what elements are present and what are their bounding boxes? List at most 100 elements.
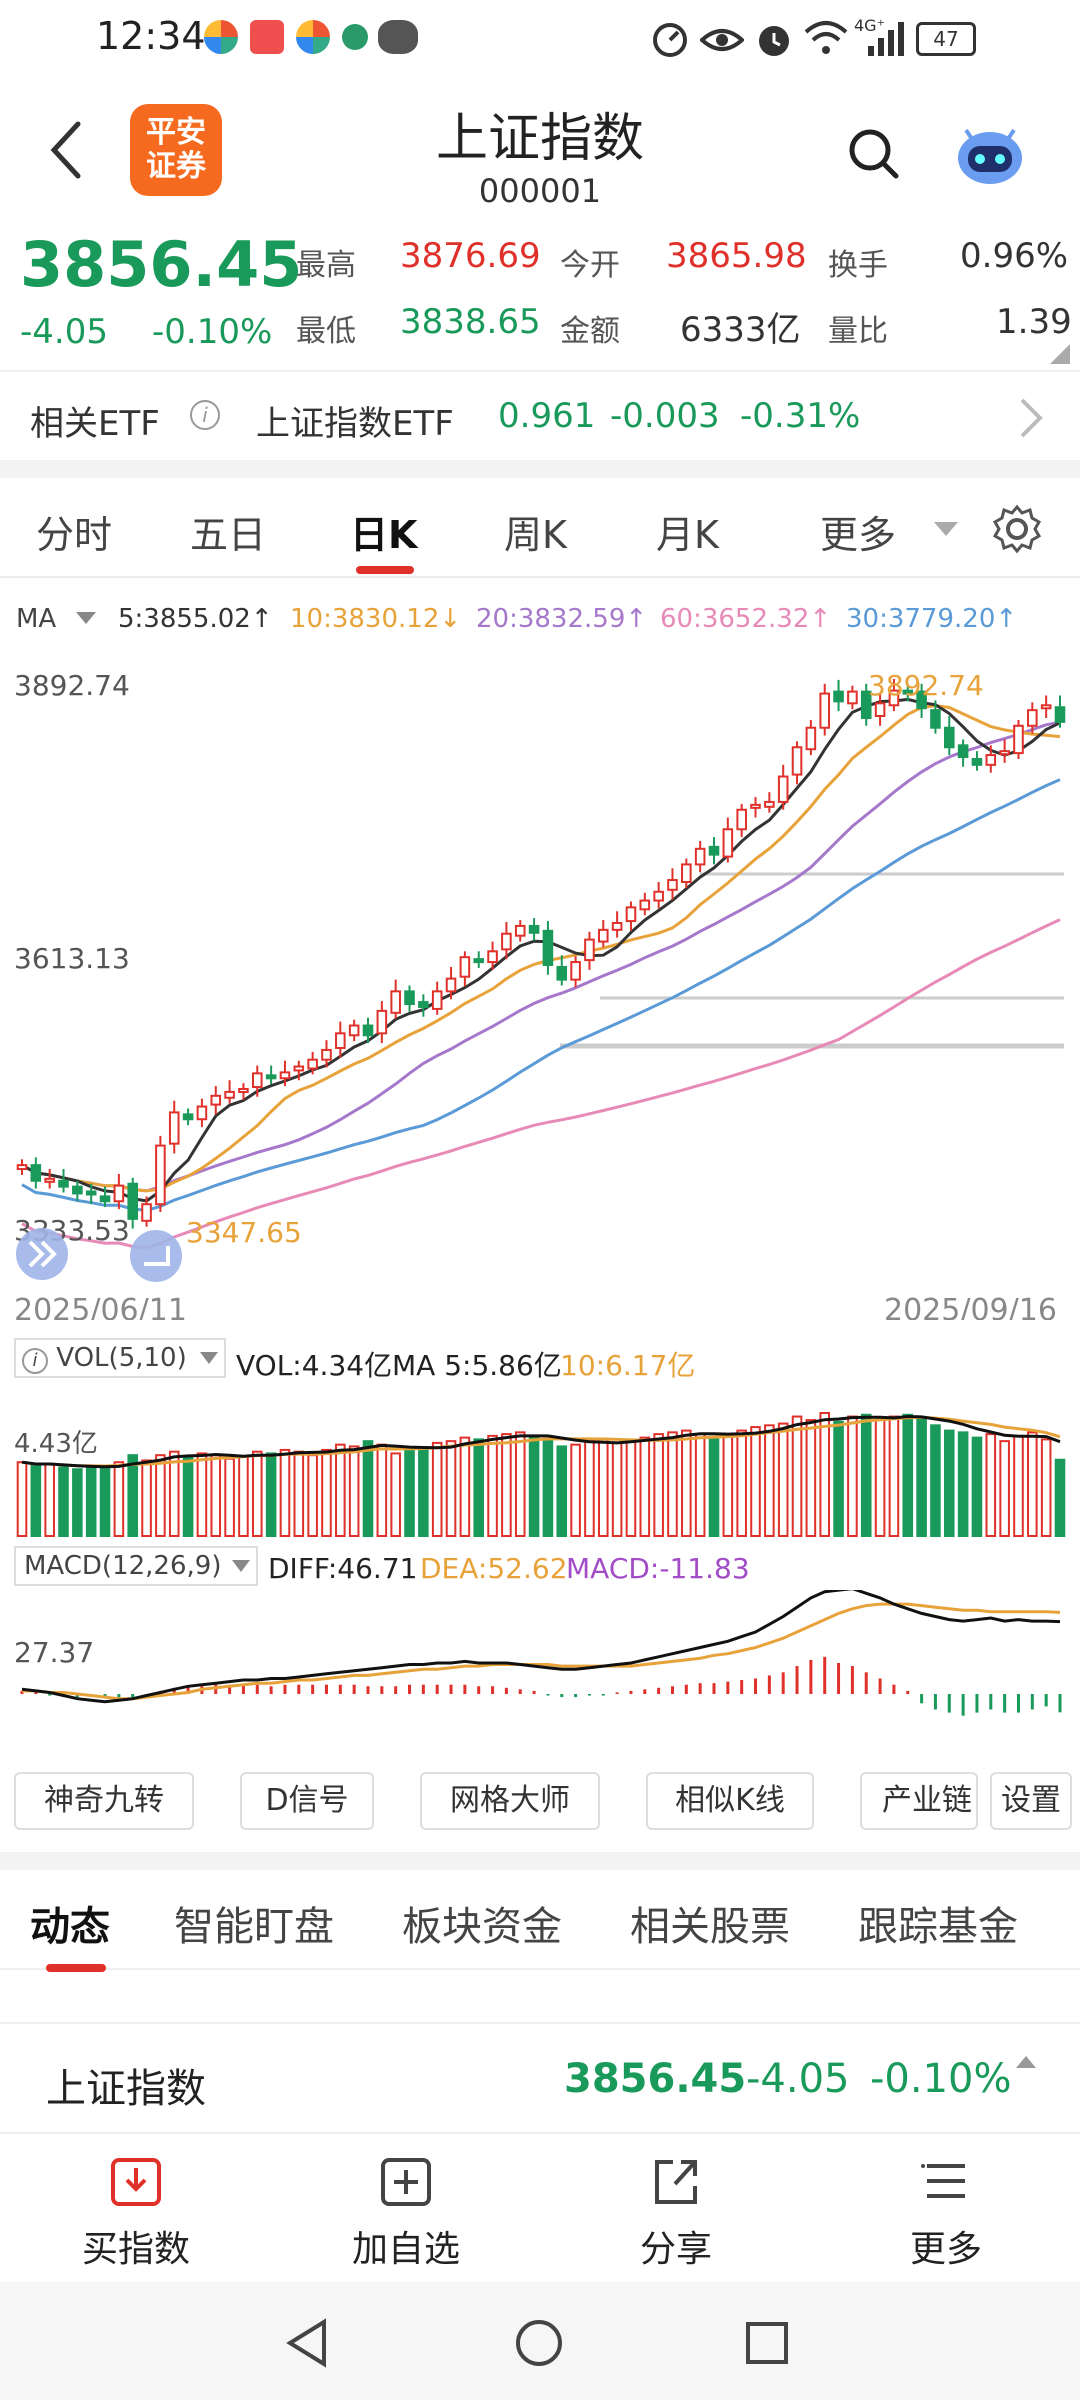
candle-body [722, 828, 734, 858]
expand-up-icon[interactable] [1016, 2056, 1036, 2068]
nav-back-icon[interactable] [284, 2318, 330, 2368]
active-tab-indicator [356, 566, 414, 574]
more-button[interactable]: 更多 [866, 2154, 1026, 2272]
volume-bar [85, 1464, 97, 1537]
candle-body [833, 690, 844, 703]
macd-value: MACD:-11.83 [566, 1552, 750, 1585]
buy-index-button[interactable]: 买指数 [56, 2154, 216, 2272]
nav-recents-icon[interactable] [744, 2320, 790, 2366]
macd-dea-line [22, 1602, 1061, 1701]
share-button[interactable]: 分享 [596, 2154, 756, 2272]
system-nav-bar [0, 2282, 1080, 2400]
candle-body [777, 775, 789, 803]
volume-bar [999, 1440, 1010, 1538]
candle-body [418, 1001, 429, 1008]
volume-bar [418, 1447, 429, 1537]
volume-bar [362, 1440, 374, 1538]
candle-body [667, 879, 678, 891]
candle-body [570, 961, 581, 981]
volume-chart[interactable]: 4.43亿 [0, 1384, 1080, 1540]
expand-corner-icon[interactable] [1050, 344, 1070, 364]
info-icon[interactable]: i [190, 400, 220, 430]
magic-nine-button[interactable]: 神奇九转 [14, 1772, 194, 1830]
volume-bar [44, 1462, 55, 1537]
page-title: 上证指数 [435, 109, 644, 169]
brand-logo: 平安 证券 [130, 104, 222, 196]
macd-chart[interactable]: 27.37 [0, 1590, 1080, 1750]
app-notification-icon [296, 20, 330, 54]
ma60-line [21, 918, 1061, 1250]
candle-body [293, 1065, 305, 1072]
candle-body [902, 689, 914, 695]
dropdown-icon[interactable] [934, 522, 958, 536]
search-icon[interactable] [846, 126, 902, 182]
candle-body [141, 1203, 152, 1222]
grid-master-button[interactable]: 网格大师 [420, 1772, 600, 1830]
turnover-value: 0.96% [960, 236, 1069, 276]
volume-bar [902, 1413, 914, 1537]
tab-daily-k[interactable]: 日K [350, 513, 418, 557]
settings-button[interactable]: 设置 [990, 1772, 1072, 1830]
d-signal-button[interactable]: D信号 [240, 1772, 374, 1830]
volume-bar [916, 1417, 927, 1538]
candle-body [514, 924, 526, 937]
reset-zoom-icon[interactable] [130, 1230, 182, 1282]
tab-five-day[interactable]: 五日 [190, 513, 267, 557]
macd-diff-value: DIFF:46.71 [268, 1552, 418, 1585]
chevron-right-icon[interactable] [1016, 396, 1046, 440]
tab-intraday[interactable]: 分时 [36, 513, 113, 557]
candle-body [362, 1024, 374, 1037]
candle-body [196, 1105, 208, 1121]
volume-bar [542, 1438, 554, 1537]
candlesticks [16, 678, 1066, 1229]
related-etf-row[interactable]: 相关ETF i 上证指数ETF 0.961 -0.003 -0.31% [0, 370, 1080, 460]
scroll-left-icon[interactable] [16, 1228, 68, 1280]
nav-home-icon[interactable] [514, 2318, 564, 2368]
kline-chart[interactable]: 3892.74 3613.13 3333.53 3892.74 3347.65 … [0, 650, 1080, 1320]
macd-indicator-selector[interactable]: MACD(12,26,9) [14, 1546, 258, 1586]
ma10-line [21, 704, 1061, 1193]
candle-body [542, 929, 554, 966]
volume-value: VOL:4.34亿 [236, 1349, 393, 1382]
volume-bar [957, 1431, 969, 1538]
volume-bar [528, 1436, 540, 1537]
stock-code: 000001 [478, 172, 602, 210]
volume-ma5-value: MA 5:5.86亿 [392, 1349, 562, 1382]
tab-related-stocks[interactable]: 相关股票 [630, 1904, 790, 1950]
tab-tracking-funds[interactable]: 跟踪基金 [858, 1904, 1018, 1950]
more-label: 更多 [909, 2229, 982, 2270]
tab-sector-funds[interactable]: 板块资金 [402, 1904, 562, 1950]
candle-body [971, 757, 983, 766]
battery-icon: 47 [916, 22, 976, 56]
tab-smart-monitor[interactable]: 智能盯盘 [174, 1904, 334, 1950]
macd-lines [21, 1590, 1061, 1704]
volume-bar [860, 1413, 872, 1537]
tab-monthly-k[interactable]: 月K [656, 513, 719, 557]
tab-news[interactable]: 动态 [30, 1904, 110, 1950]
similar-kline-button[interactable]: 相似K线 [646, 1772, 814, 1830]
volume-bar [971, 1436, 983, 1537]
ai-assistant-robot-icon[interactable] [952, 116, 1028, 192]
candle-body [390, 990, 401, 1014]
back-arrow-icon[interactable] [46, 120, 86, 180]
volume-indicator-label: VOL(5,10) [56, 1343, 187, 1373]
bottom-quote-price: 3856.45 [564, 2056, 747, 2102]
current-price: 3856.45 [20, 228, 303, 301]
candle-body [957, 744, 969, 759]
tab-weekly-k[interactable]: 周K [504, 513, 567, 557]
bottom-quote-bar[interactable]: 上证指数 3856.45 -4.05 -0.10% [0, 2022, 1080, 2132]
ma-dropdown-icon[interactable] [76, 612, 96, 624]
volume-bar [611, 1441, 623, 1537]
add-watchlist-button[interactable]: 加自选 [326, 2154, 486, 2272]
volume-bar [321, 1448, 332, 1537]
ma-label[interactable]: MA [16, 604, 57, 634]
industry-chain-button[interactable]: 产业链 [860, 1772, 978, 1830]
volume-indicator-selector[interactable]: i VOL(5,10) [14, 1338, 226, 1378]
tab-more[interactable]: 更多 [820, 513, 897, 557]
price-change: -4.05 [20, 312, 108, 352]
volume-bar [639, 1436, 651, 1537]
volume-bar [72, 1468, 83, 1537]
buy-index-label: 买指数 [81, 2229, 190, 2270]
volume-bar [335, 1443, 346, 1537]
gear-icon[interactable] [992, 504, 1042, 554]
